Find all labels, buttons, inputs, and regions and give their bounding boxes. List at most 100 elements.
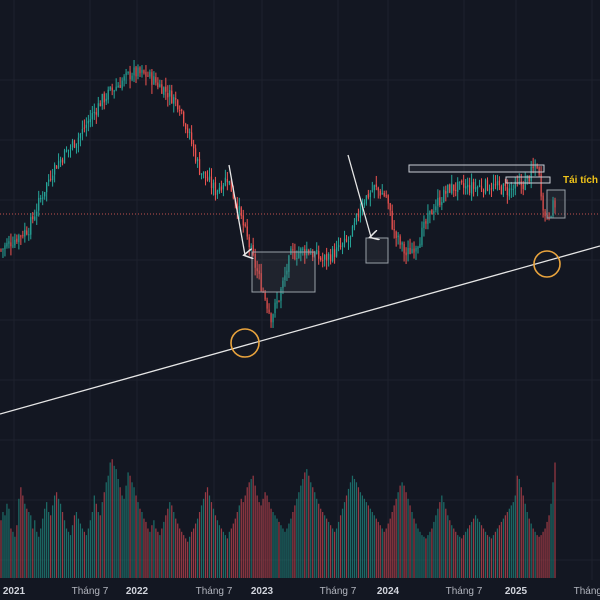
candle-body: [341, 243, 344, 247]
volume-bar: [46, 502, 48, 578]
candle-body: [389, 203, 391, 211]
volume-bar: [53, 495, 56, 578]
candle-body: [129, 71, 131, 80]
volume-bar: [91, 512, 93, 578]
volume-bar: [280, 525, 282, 578]
volume-bar: [516, 475, 518, 578]
candle-body: [337, 244, 340, 248]
volume-bar: [542, 531, 544, 578]
volume-bar: [234, 518, 236, 578]
volume-bar: [121, 495, 123, 578]
volume-bar: [63, 520, 66, 578]
candle-body: [459, 181, 461, 183]
candle-body: [351, 226, 354, 237]
volume-bar: [179, 528, 181, 578]
volume-bar: [449, 520, 451, 578]
volume-bar: [399, 485, 401, 578]
volume-bar: [65, 528, 68, 578]
candle-body: [469, 185, 471, 193]
candle-body: [50, 178, 52, 180]
volume-bar: [4, 515, 6, 578]
volume-bar: [349, 482, 352, 578]
volume-bar: [451, 525, 453, 578]
candle-body: [528, 176, 530, 182]
candle-body: [266, 300, 268, 309]
volume-bar: [538, 536, 540, 578]
volume-bar: [167, 508, 169, 578]
candle-body: [210, 176, 213, 188]
candle-body: [169, 90, 171, 97]
candle-body: [228, 180, 230, 184]
volume-bar: [341, 508, 344, 578]
candle-body: [296, 258, 298, 260]
candle-body: [484, 179, 487, 194]
candle-body: [202, 171, 205, 174]
candle-body: [349, 235, 352, 240]
candle-body: [26, 230, 28, 235]
annotation-label: Tái tích: [563, 175, 598, 186]
candle-body: [256, 268, 258, 272]
volume-bar: [413, 518, 415, 578]
volume-bar: [554, 462, 556, 578]
volume-bar: [333, 531, 336, 578]
candle-body: [204, 171, 207, 179]
volume-bar: [189, 536, 191, 578]
candle-body: [552, 200, 554, 216]
volume-bar: [14, 536, 16, 578]
candle-body: [367, 194, 369, 198]
volume-bar: [48, 512, 50, 578]
volume-bar: [532, 528, 534, 578]
candle-body: [318, 251, 320, 259]
candle-body: [534, 166, 536, 168]
candle-body: [447, 184, 449, 193]
volume-bar: [433, 521, 435, 578]
volume-bar: [272, 512, 274, 578]
candle-body: [328, 253, 330, 260]
candle-body: [474, 187, 477, 190]
volume-bar: [482, 528, 485, 578]
volume-bar: [52, 505, 54, 578]
volume-bar: [500, 521, 503, 578]
candle-body: [463, 183, 465, 188]
candle-body: [155, 77, 157, 83]
x-axis: 2021 Tháng 7 2022 Tháng 7 2023 Tháng 7 2024 Thá…: [3, 586, 600, 597]
candle-body: [135, 67, 137, 77]
volume-bar: [133, 487, 135, 578]
volume-bar: [447, 515, 449, 578]
consolidation-zone-2025: [546, 189, 566, 219]
volume-bar: [494, 531, 497, 578]
volume-bar: [89, 520, 91, 578]
candle-body: [455, 189, 457, 192]
volume-bar: [486, 535, 489, 578]
candle-body: [290, 248, 292, 255]
volume-bar: [417, 528, 419, 578]
volume-bar: [552, 482, 554, 578]
candle-body: [109, 86, 111, 90]
candle-body: [330, 254, 332, 262]
candle-body: [550, 216, 552, 218]
candle-body: [379, 190, 381, 196]
volume-bar: [226, 538, 228, 578]
volume-bar: [371, 512, 373, 578]
resistance-zone-top: [408, 164, 545, 173]
volume-bar: [437, 508, 439, 578]
volume-bar: [230, 528, 232, 578]
volume-bar: [429, 531, 431, 578]
candle-body: [461, 180, 463, 183]
volume-bar: [228, 531, 230, 578]
volume-bar: [310, 482, 312, 578]
volume-bar: [365, 502, 367, 578]
volume-bar: [69, 535, 72, 578]
volume-bar: [435, 515, 437, 578]
candle-body: [554, 200, 556, 208]
volume-bar: [87, 528, 89, 578]
candle-body: [312, 252, 314, 258]
candle-body: [230, 179, 232, 192]
volume-bar: [81, 528, 84, 578]
candle-body: [480, 186, 483, 190]
volume-bar: [34, 520, 36, 578]
volume-bar: [105, 482, 107, 578]
volume-bar: [322, 512, 324, 578]
volume-bar: [395, 498, 397, 578]
